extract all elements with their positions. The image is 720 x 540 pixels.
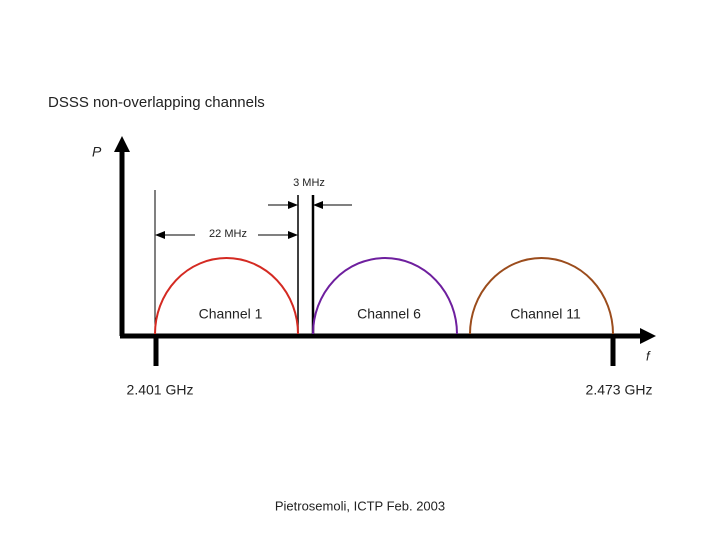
channel-label: Channel 11 — [510, 306, 581, 322]
channel-curve — [469, 257, 614, 335]
channel-label: Channel 6 — [357, 306, 421, 322]
x-arrowhead — [640, 328, 656, 344]
footer: Pietrosemoli, ICTP Feb. 2003 — [275, 498, 445, 513]
channels: Channel 1 Channel 6 Channel 11 — [154, 257, 614, 335]
channel-curve — [312, 257, 458, 335]
channel-label: Channel 1 — [199, 306, 263, 322]
channel-curve — [154, 257, 299, 335]
freq-label: 2.401 GHz — [127, 382, 194, 398]
dimension-label: 22 MHz — [209, 228, 247, 240]
dimension-label: 3 MHz — [293, 177, 325, 189]
y-arrowhead — [114, 136, 130, 152]
freq-label: 2.473 GHz — [586, 382, 653, 398]
y-label: P — [92, 144, 102, 160]
x-label: f — [646, 348, 651, 363]
title: DSSS non-overlapping channels — [48, 94, 265, 111]
